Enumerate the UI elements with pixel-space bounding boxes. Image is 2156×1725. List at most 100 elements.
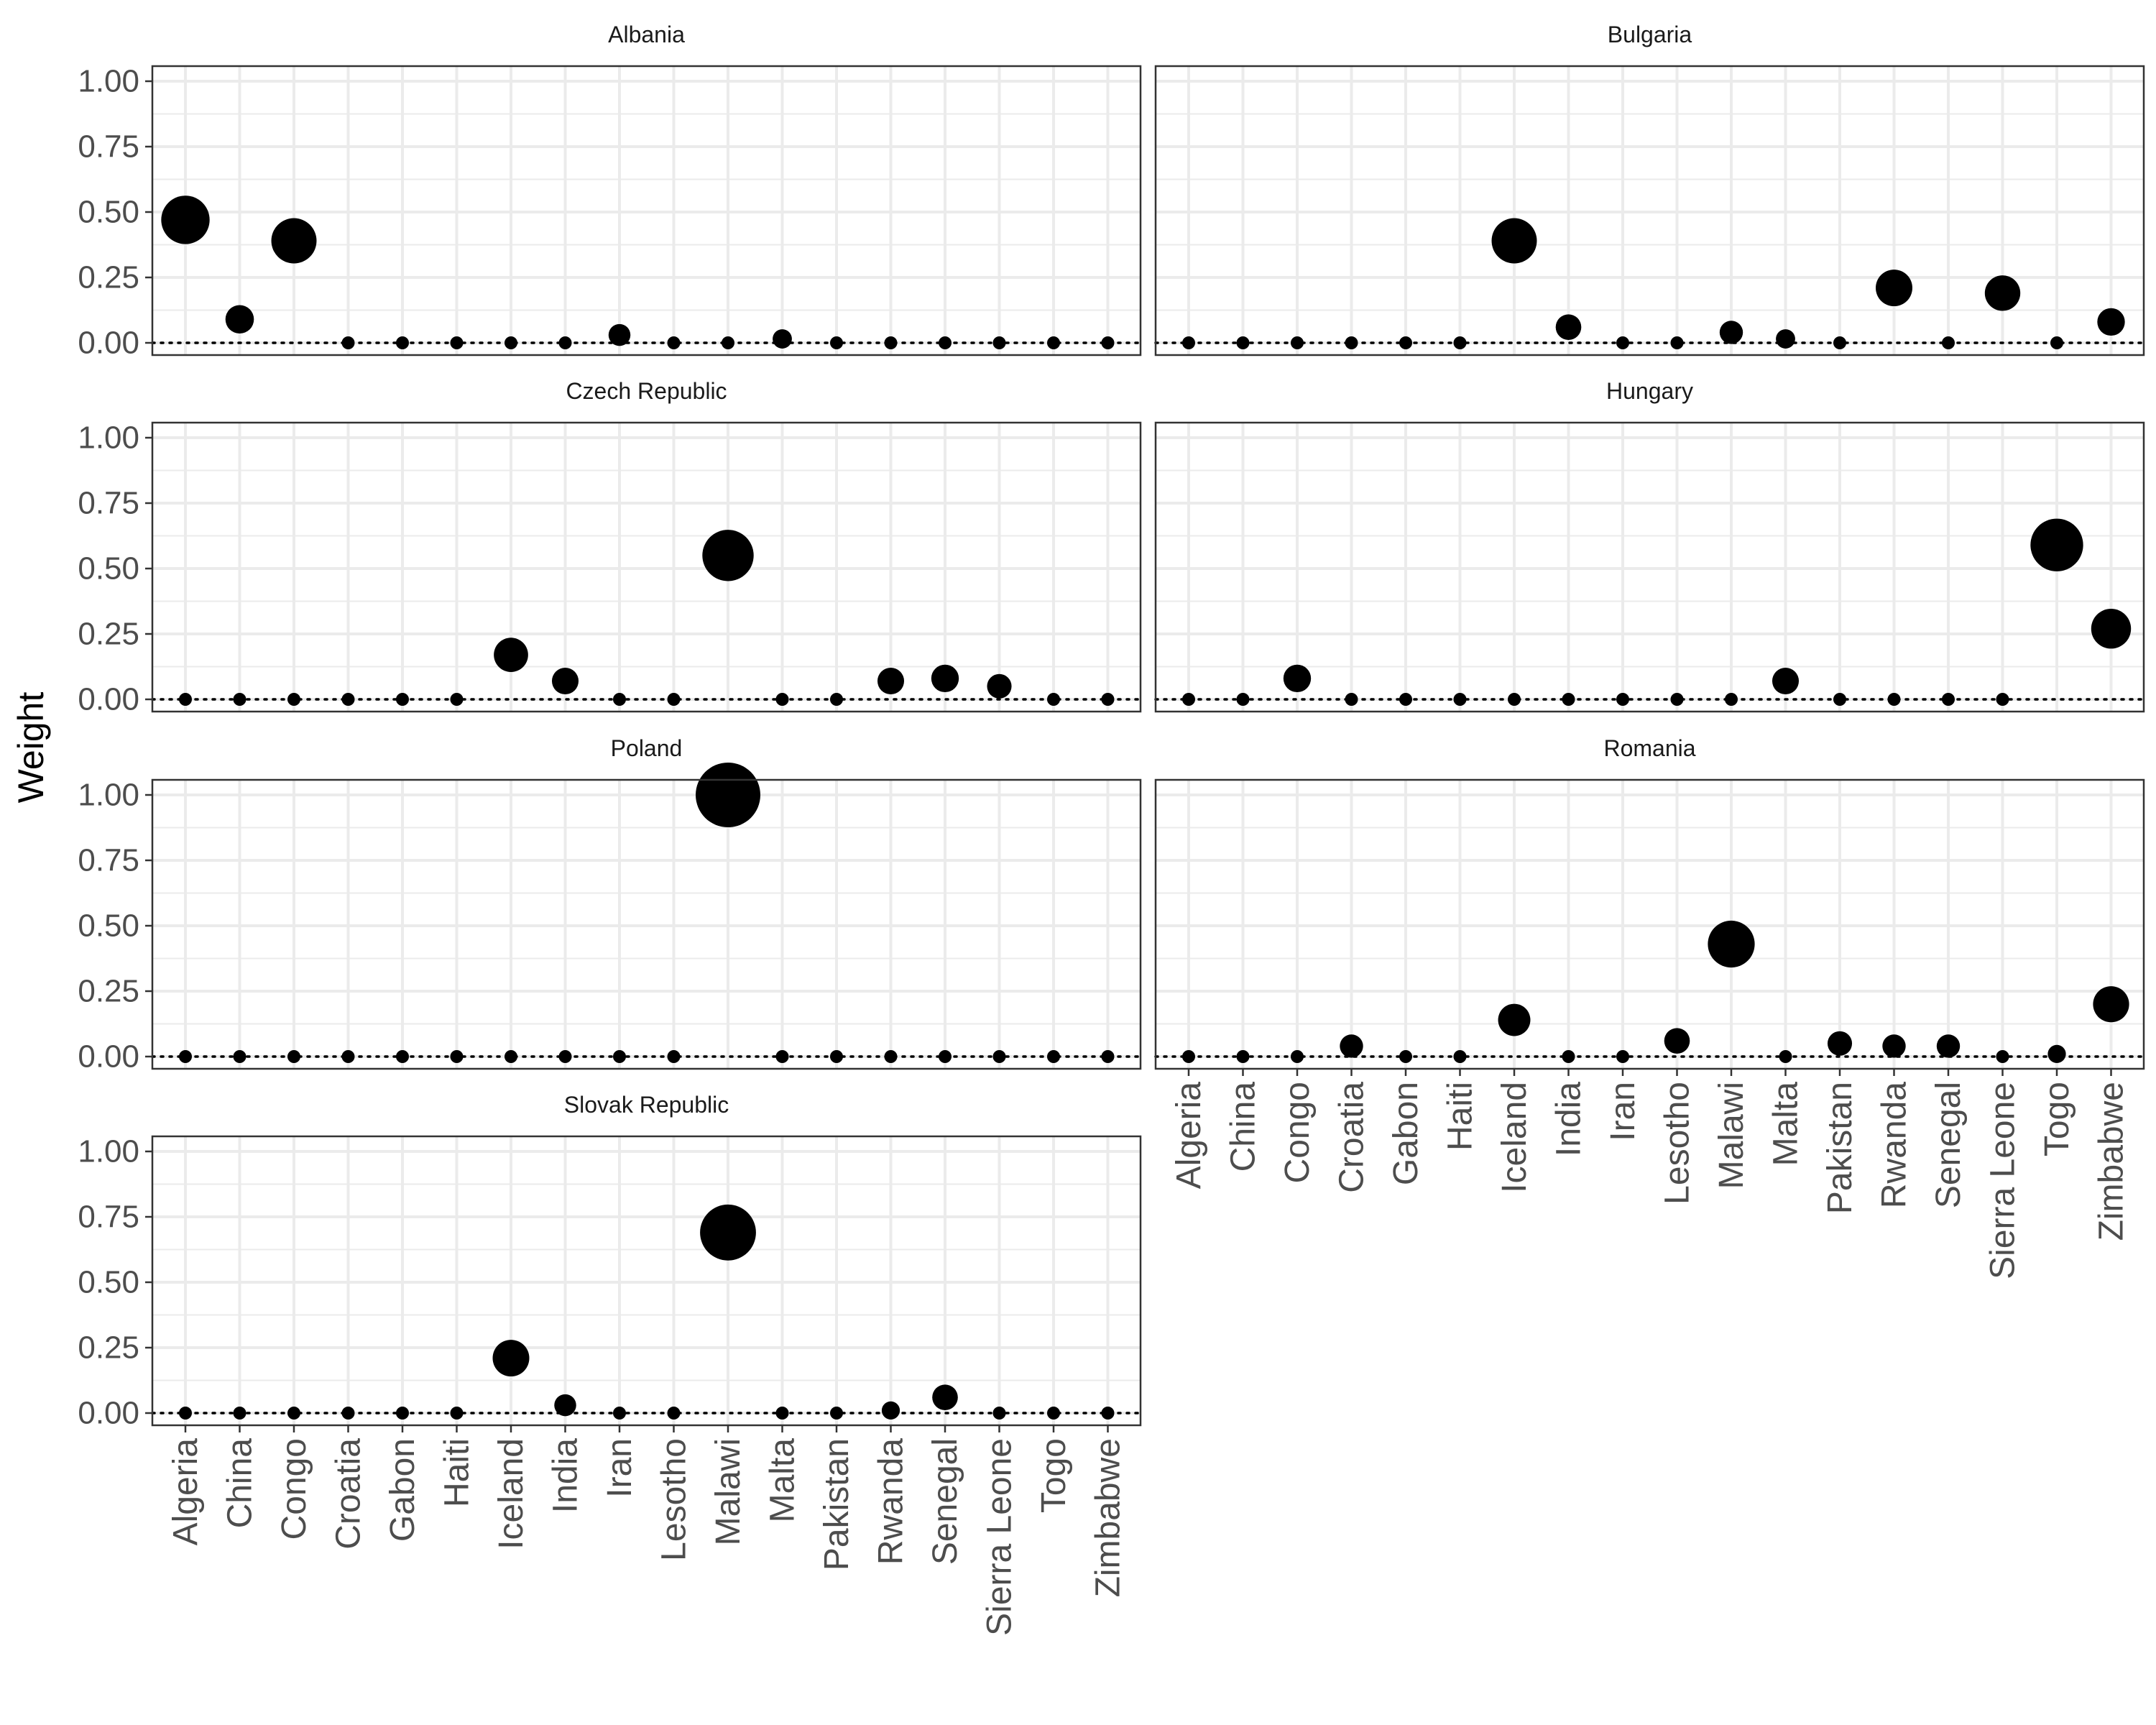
x-tick-label-pakistan: Pakistan bbox=[1821, 1082, 1859, 1214]
data-point-hungary-haiti bbox=[1453, 693, 1467, 706]
panel-border bbox=[151, 778, 1142, 1070]
data-point-hungary-pakistan bbox=[1833, 693, 1846, 706]
data-point-albania-malawi bbox=[722, 336, 734, 349]
y-tick-label: 0.75 bbox=[78, 486, 139, 521]
data-point-albania-rwanda bbox=[884, 336, 898, 349]
x-tick-label-malawi: Malawi bbox=[1713, 1082, 1751, 1189]
data-point-slovak-republic-malta bbox=[775, 1407, 789, 1420]
data-point-czech-republic-togo bbox=[1047, 693, 1060, 706]
data-point-slovak-republic-senegal bbox=[932, 1384, 958, 1410]
data-point-slovak-republic-togo bbox=[1047, 1407, 1060, 1420]
data-point-slovak-republic-india bbox=[554, 1394, 576, 1417]
x-tick-label-china: China bbox=[221, 1438, 259, 1529]
y-tick-label: 0.00 bbox=[78, 682, 139, 717]
x-tick-label-iran: Iran bbox=[601, 1438, 639, 1498]
x-tick-label-congo: Congo bbox=[1279, 1082, 1317, 1183]
data-point-poland-gabon bbox=[396, 1050, 409, 1063]
data-point-czech-republic-lesotho bbox=[667, 693, 681, 706]
facet-title-albania: Albania bbox=[608, 22, 685, 47]
x-tick-label-sierra-leone: Sierra Leone bbox=[981, 1438, 1019, 1636]
x-tick-label-congo: Congo bbox=[275, 1438, 313, 1540]
panel-border bbox=[1154, 421, 2145, 713]
facet-romania: Romania Algeria China Congo Croatia Gabon Hait… bbox=[1154, 735, 2145, 1279]
data-point-czech-republic-malawi bbox=[702, 530, 754, 581]
data-point-romania-haiti bbox=[1453, 1050, 1467, 1063]
facet-panels: Albania 0.00 0.25 0.50 0.75 1.00 Bulgaria Czech… bbox=[78, 22, 2145, 1636]
data-point-hungary-malawi bbox=[1725, 693, 1738, 706]
data-point-hungary-malta bbox=[1772, 667, 1800, 695]
data-point-poland-congo bbox=[287, 1050, 300, 1063]
x-tick-label-senegal: Senegal bbox=[926, 1438, 964, 1565]
data-point-romania-togo bbox=[2047, 1044, 2066, 1063]
data-point-slovak-republic-iran bbox=[613, 1407, 626, 1420]
x-tick-label-iceland: Iceland bbox=[1496, 1082, 1534, 1193]
data-point-romania-malawi bbox=[1708, 920, 1755, 968]
data-point-slovak-republic-pakistan bbox=[830, 1407, 843, 1420]
data-point-czech-republic-china bbox=[233, 693, 247, 706]
data-point-poland-china bbox=[233, 1050, 247, 1063]
x-tick-label-croatia: Croatia bbox=[330, 1438, 368, 1550]
data-point-poland-rwanda bbox=[884, 1050, 898, 1063]
x-tick-label-rwanda: Rwanda bbox=[872, 1438, 911, 1565]
facet-title-slovak-republic: Slovak Republic bbox=[564, 1092, 729, 1118]
data-point-hungary-rwanda bbox=[1887, 693, 1901, 706]
data-point-hungary-sierra-leone bbox=[1996, 693, 2009, 706]
y-tick-label: 0.25 bbox=[78, 617, 139, 652]
data-point-albania-senegal bbox=[939, 336, 952, 349]
data-point-bulgaria-senegal bbox=[1942, 336, 1955, 349]
data-point-poland-zimbabwe bbox=[1101, 1050, 1115, 1063]
data-point-slovak-republic-lesotho bbox=[667, 1407, 681, 1420]
panel-border bbox=[1154, 65, 2145, 356]
data-point-bulgaria-sierra-leone bbox=[1984, 275, 2021, 311]
x-tick-label-lesotho: Lesotho bbox=[1659, 1082, 1697, 1205]
data-point-poland-algeria bbox=[179, 1050, 192, 1063]
x-tick-label-sierra-leone: Sierra Leone bbox=[1984, 1082, 2022, 1279]
data-point-poland-pakistan bbox=[830, 1050, 843, 1063]
data-point-hungary-algeria bbox=[1182, 693, 1195, 706]
data-point-poland-malta bbox=[775, 1050, 789, 1063]
data-point-czech-republic-rwanda bbox=[877, 667, 905, 695]
data-point-czech-republic-malta bbox=[775, 693, 789, 706]
y-tick-label: 0.00 bbox=[78, 1039, 139, 1075]
data-point-romania-zimbabwe bbox=[2093, 986, 2129, 1023]
data-point-romania-iceland bbox=[1498, 1003, 1531, 1036]
y-tick-label: 0.50 bbox=[78, 551, 139, 586]
y-tick-label: 0.50 bbox=[78, 195, 139, 230]
data-point-slovak-republic-haiti bbox=[450, 1407, 464, 1420]
data-point-poland-iran bbox=[613, 1050, 626, 1063]
data-point-hungary-india bbox=[1562, 693, 1575, 706]
x-tick-label-croatia: Croatia bbox=[1333, 1082, 1371, 1193]
y-tick-label: 0.75 bbox=[78, 129, 139, 165]
data-point-czech-republic-senegal bbox=[931, 664, 959, 693]
data-point-poland-croatia bbox=[341, 1050, 355, 1063]
data-point-slovak-republic-gabon bbox=[396, 1407, 409, 1420]
data-point-bulgaria-iceland bbox=[1491, 218, 1537, 264]
data-point-hungary-iceland bbox=[1508, 693, 1521, 706]
data-point-albania-croatia bbox=[341, 336, 355, 349]
y-tick-label: 0.75 bbox=[78, 843, 139, 878]
x-tick-label-pakistan: Pakistan bbox=[818, 1438, 856, 1570]
data-point-albania-togo bbox=[1047, 336, 1060, 349]
y-tick-label: 0.00 bbox=[78, 1396, 139, 1431]
facet-czech-republic: Czech Republic 0.00 0.25 0.50 0.75 1.00 bbox=[78, 378, 1142, 717]
data-point-albania-congo bbox=[271, 218, 317, 264]
data-point-poland-togo bbox=[1047, 1050, 1060, 1063]
data-point-czech-republic-croatia bbox=[341, 693, 355, 706]
data-point-bulgaria-india bbox=[1555, 314, 1582, 340]
data-point-slovak-republic-algeria bbox=[179, 1407, 192, 1420]
x-tick-label-haiti: Haiti bbox=[438, 1438, 476, 1507]
data-point-romania-croatia bbox=[1340, 1034, 1363, 1058]
data-point-slovak-republic-malawi bbox=[700, 1204, 756, 1261]
data-point-romania-sierra-leone bbox=[1996, 1050, 2009, 1063]
x-tick-label-malta: Malta bbox=[1767, 1082, 1805, 1167]
data-point-romania-rwanda bbox=[1882, 1034, 1906, 1058]
data-point-romania-china bbox=[1236, 1050, 1250, 1063]
data-point-czech-republic-iran bbox=[613, 693, 626, 706]
data-point-romania-algeria bbox=[1182, 1050, 1195, 1063]
facet-slovak-republic: Slovak Republic 0.00 0.25 0.50 0.75 1.00 Alger… bbox=[78, 1092, 1142, 1636]
data-point-czech-republic-iceland bbox=[494, 638, 528, 672]
data-point-slovak-republic-croatia bbox=[341, 1407, 355, 1420]
data-point-bulgaria-zimbabwe bbox=[2097, 308, 2125, 336]
data-point-bulgaria-croatia bbox=[1345, 336, 1358, 349]
